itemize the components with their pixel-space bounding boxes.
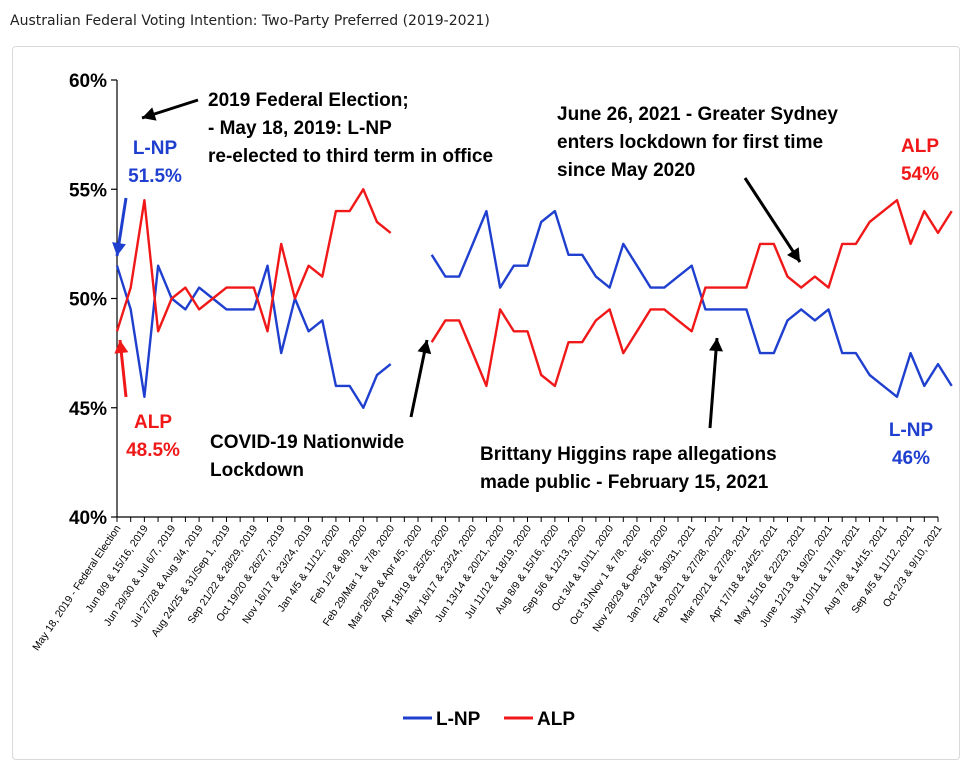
alp-end-label: ALP — [901, 136, 939, 157]
lnp-start-arrow-head — [112, 242, 126, 256]
election-annotation: - May 18, 2019: L-NP — [208, 118, 392, 139]
sydney-annotation: enters lockdown for first time — [557, 132, 823, 153]
sydney-arrow-head — [787, 247, 800, 262]
annotation-arrows — [112, 98, 802, 429]
page-title: Australian Federal Voting Intention: Two… — [10, 13, 490, 29]
y-tick-label: 40% — [69, 508, 107, 529]
alp-start-label: 48.5% — [126, 440, 180, 461]
higgins-arrow — [708, 337, 719, 429]
legend-label-alp: ALP — [537, 709, 575, 730]
election-annotation: 2019 Federal Election; — [208, 90, 409, 111]
covid-arrow-head — [417, 340, 432, 355]
alp-start-label: ALP — [134, 412, 172, 433]
sydney-annotation: since May 2020 — [557, 160, 695, 181]
alp-end-label: 54% — [901, 164, 939, 185]
sydney-annotation: June 26, 2021 - Greater Sydney — [557, 104, 838, 125]
series-line-alp — [430, 198, 953, 388]
legend-label-lnp: L-NP — [436, 709, 481, 730]
alp-start-arrow-head — [114, 340, 129, 354]
series-line-l-np — [430, 209, 953, 398]
series-alp — [115, 188, 953, 388]
lnp-start-label: 51.5% — [128, 166, 182, 187]
series-l-np — [115, 209, 953, 409]
covid-annotation: Lockdown — [210, 460, 304, 481]
y-axis-ticks: 40% 45% 50% 55% 60% — [69, 71, 117, 529]
sydney-arrow — [743, 177, 802, 263]
lnp-end-label: 46% — [892, 448, 930, 469]
series-line-l-np — [115, 264, 392, 409]
y-tick-label: 45% — [69, 399, 107, 420]
y-tick-label: 50% — [69, 290, 107, 311]
lnp-start-label: L-NP — [133, 138, 178, 159]
chart-frame — [12, 46, 960, 760]
series-layer — [115, 188, 953, 409]
election-annotation: re-elected to third term in office — [208, 146, 493, 167]
y-tick-label: 55% — [69, 180, 107, 201]
annotations: 2019 Federal Election; - May 18, 2019: L-… — [126, 90, 939, 493]
series-line-alp — [115, 188, 392, 333]
lnp-end-label: L-NP — [889, 420, 934, 441]
covid-arrow — [409, 339, 429, 418]
election-arrow-head — [142, 107, 157, 121]
higgins-annotation: Brittany Higgins rape allegations — [480, 444, 777, 465]
covid-annotation: COVID-19 Nationwide — [210, 432, 404, 453]
higgins-arrow-head — [709, 338, 723, 352]
legend: L-NP ALP — [403, 709, 575, 730]
higgins-annotation: made public - February 15, 2021 — [480, 472, 769, 493]
y-tick-label: 60% — [69, 71, 107, 92]
